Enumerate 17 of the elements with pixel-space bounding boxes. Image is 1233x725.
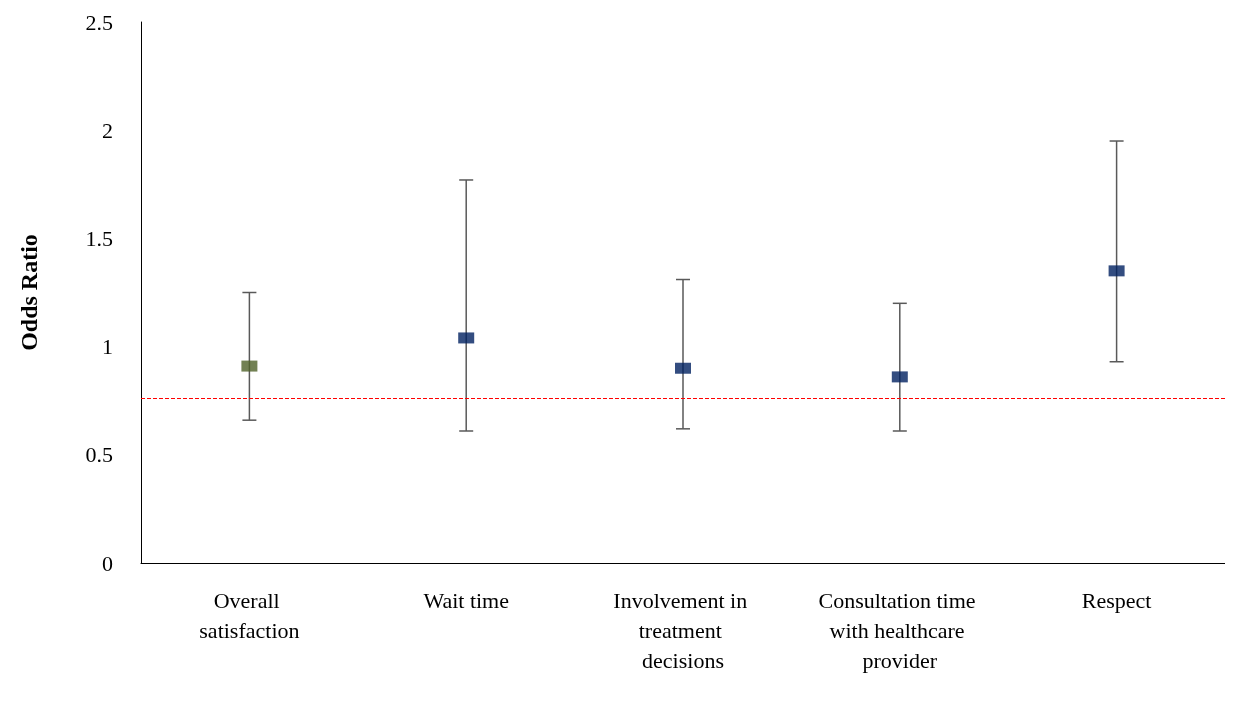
point — [241, 360, 258, 372]
point — [458, 332, 475, 344]
y-tick-label: 1 — [102, 334, 113, 360]
y-tick-label: 2.5 — [85, 9, 113, 35]
point — [891, 371, 908, 383]
x-tick-label: Involvement in treatment decisions — [613, 587, 753, 673]
y-tick-label: 0 — [102, 550, 113, 576]
y-tick-label: 0.5 — [85, 442, 113, 468]
y-tick-label: 2 — [102, 117, 113, 143]
point — [1108, 265, 1125, 277]
y-tick-label: 1.5 — [85, 225, 113, 251]
x-tick-label: Consultation time with healthcare provider — [818, 587, 982, 673]
x-tick-label: Respect — [1081, 587, 1152, 613]
y-axis-title: Odds Ratio — [16, 234, 42, 351]
point — [675, 362, 691, 374]
x-tick-label: Wait time — [423, 587, 509, 613]
x-tick-label: Overall satisfaction — [199, 587, 300, 643]
